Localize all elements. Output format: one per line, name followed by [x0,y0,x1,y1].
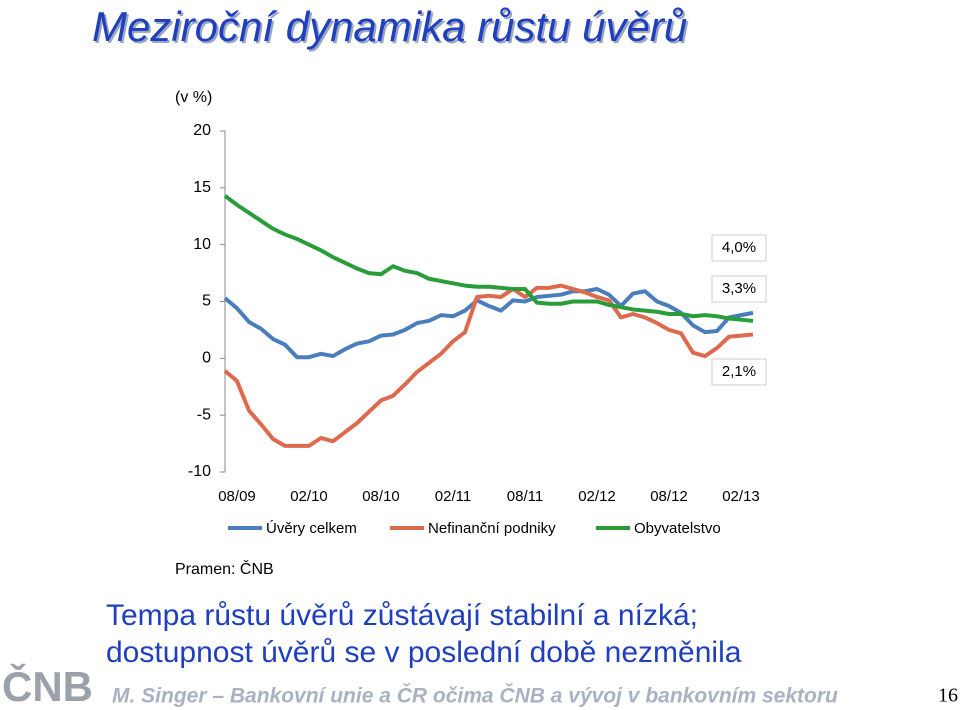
annotation-box [711,358,767,386]
footer: M. Singer – Bankovní unie a ČR očima ČNB… [112,684,838,708]
y-tick-label: 0 [202,350,211,367]
x-tick-label: 08/11 [507,488,543,505]
slide-title: Meziroční dynamika růstu úvěrů [92,3,687,50]
y-tick-label: -5 [197,406,211,423]
y-tick-label: 5 [202,293,211,310]
y-tick-label: 20 [193,122,211,139]
series-line [223,286,754,360]
series-line [223,283,754,448]
annotation-box [711,275,767,303]
y-tick-label: 10 [193,236,211,253]
y-tick-label: 15 [193,179,211,196]
title-shadow: Meziroční dynamika růstu úvěrů [94,5,689,52]
annotation: 4,0% [722,239,756,256]
annotation-box [711,234,767,262]
source: Pramen: ČNB [175,559,274,578]
y-tick-label: -10 [188,463,211,480]
x-tick-label: 02/12 [578,488,616,505]
x-tick-label: 02/10 [290,488,328,505]
legend-label: Úvěry celkem [266,520,357,537]
message-line: Tempa růstu úvěrů zůstávají stabilní a n… [106,599,698,632]
x-tick-label: 08/10 [362,488,400,505]
x-tick-label: 02/13 [722,488,760,505]
unit-label: (v %) [175,89,212,106]
annotation: 3,3% [722,280,756,297]
page-number: 16 [938,685,958,707]
x-tick-label: 08/09 [218,488,256,505]
x-tick-label: 08/12 [650,488,688,505]
series-line [223,194,754,323]
message-line: dostupnost úvěrů se v poslední době nezm… [106,636,742,669]
annotation: 2,1% [722,363,756,380]
logo: ČNB [2,662,93,710]
legend-label: Nefinanční podniky [428,520,556,537]
legend-label: Obyvatelstvo [634,520,721,537]
x-tick-label: 02/11 [435,488,471,505]
